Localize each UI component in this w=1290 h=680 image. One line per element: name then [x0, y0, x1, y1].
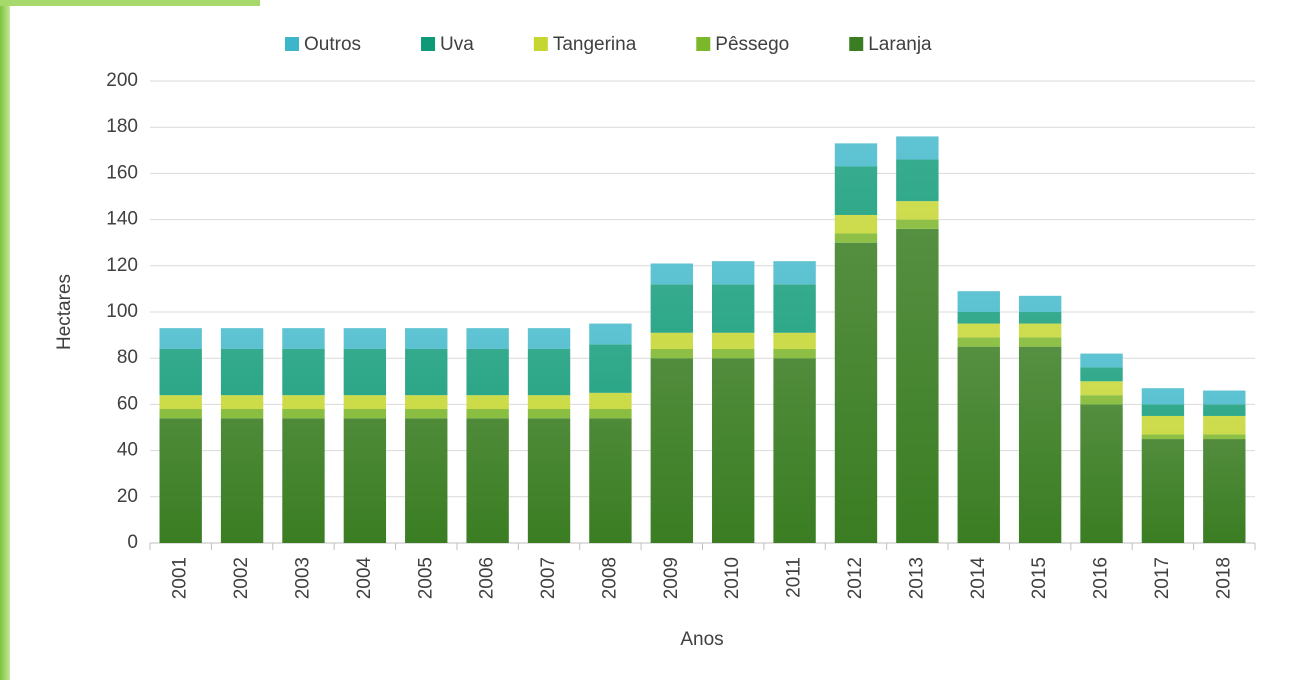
x-tick-label: 2014: [968, 557, 989, 600]
bar-shade: [896, 136, 939, 543]
x-tick-label: 2003: [292, 557, 313, 599]
bar-shade: [589, 323, 632, 543]
bar-shade: [343, 328, 387, 543]
y-tick-label: 180: [106, 116, 138, 137]
bar-shade: [773, 261, 816, 543]
bar-shade: [220, 328, 264, 543]
legend-swatch: [421, 37, 436, 51]
legend-swatch: [696, 37, 711, 51]
bar-shade: [1203, 390, 1246, 543]
y-tick-label: 40: [117, 440, 138, 461]
decor-edge: [0, 0, 10, 680]
legend-label: Laranja: [868, 34, 932, 55]
bar-shade: [159, 328, 202, 543]
y-tick-label: 100: [106, 301, 138, 322]
bar-shade: [712, 261, 755, 543]
y-tick-label: 120: [106, 255, 138, 276]
y-tick-label: 0: [127, 532, 138, 553]
x-tick-label: 2007: [538, 557, 559, 599]
x-tick-label: 2018: [1213, 557, 1234, 599]
y-tick-label: 200: [106, 70, 138, 91]
legend-label: Tangerina: [553, 34, 637, 55]
x-tick-label: 2012: [845, 557, 866, 599]
bar-shade: [1141, 388, 1185, 543]
y-axis-title: Hectares: [54, 274, 75, 350]
x-tick-label: 2006: [477, 557, 498, 599]
x-tick-label: 2017: [1152, 557, 1173, 599]
x-tick-label: 2010: [722, 557, 743, 599]
bar-shade: [650, 263, 693, 543]
bar-shade: [834, 143, 878, 543]
x-tick-label: 2002: [231, 557, 252, 599]
legend-label: Pêssego: [715, 34, 789, 55]
x-tick-label: 2004: [354, 557, 375, 600]
bar-shade: [405, 328, 448, 543]
bar-shade: [466, 328, 509, 543]
legend-label: Uva: [440, 34, 474, 55]
y-tick-label: 160: [106, 162, 138, 183]
y-tick-label: 80: [117, 347, 138, 368]
legend-swatch: [533, 37, 548, 51]
x-tick-label: 2016: [1091, 557, 1112, 599]
y-tick-label: 60: [117, 393, 138, 414]
bar-shade: [1018, 295, 1062, 543]
x-tick-label: 2011: [784, 557, 805, 598]
x-tick-label: 2009: [661, 557, 682, 599]
y-tick-label: 140: [106, 209, 138, 230]
x-tick-label: 2005: [415, 557, 436, 599]
x-axis-title: Anos: [680, 629, 723, 650]
x-tick-label: 2001: [170, 557, 191, 599]
y-tick-label: 20: [117, 486, 138, 507]
x-tick-label: 2008: [599, 557, 620, 599]
legend-swatch: [285, 37, 299, 51]
legend-label: Outros: [304, 34, 361, 55]
bar-shade: [1080, 353, 1123, 543]
decor-top: [0, 0, 260, 6]
x-tick-label: 2015: [1029, 557, 1050, 599]
bar-shade: [282, 328, 325, 543]
legend-swatch: [849, 37, 864, 51]
bar-shade: [957, 291, 1000, 543]
x-tick-label: 2013: [906, 557, 927, 599]
bar-shade: [527, 328, 571, 543]
